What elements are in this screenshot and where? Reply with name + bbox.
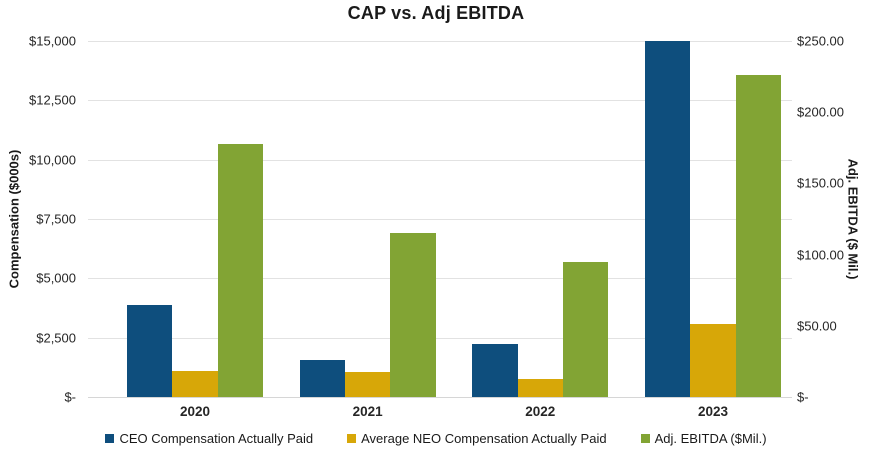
left-axis-tick: $2,500 <box>36 330 76 346</box>
x-axis-label-2020: 2020 <box>179 404 211 419</box>
right-axis-tick-labels: $250.00 $200.00 $150.00 $100.00 $50.00 $- <box>797 34 869 405</box>
gridline <box>88 219 792 220</box>
x-axis-label-2022: 2022 <box>525 404 556 419</box>
gridline <box>88 41 792 42</box>
gridline <box>88 397 792 398</box>
bar-2023-ebitda <box>735 75 781 397</box>
left-axis-tick: $15,000 <box>29 33 76 49</box>
bars-row <box>88 41 792 397</box>
left-axis-tick-labels: $15,000 $12,500 $10,000 $7,500 $5,000 $2,500 $… <box>0 34 76 405</box>
legend-label: CEO Compensation Actually Paid <box>119 430 314 446</box>
legend-item: Average NEO Compensation Actually Paid <box>347 430 607 446</box>
gridline <box>88 100 792 102</box>
legend-item: Adj. EBITDA ($Mil.) <box>640 430 767 446</box>
bar-2021-ceo-cap <box>299 360 345 397</box>
x-axis-label-2021: 2021 <box>352 404 383 419</box>
legend-item: CEO Compensation Actually Paid <box>105 431 313 446</box>
gridline <box>88 278 792 280</box>
right-axis-tick: $150.00 <box>797 175 844 191</box>
legend-swatch-icon <box>105 433 115 443</box>
legend-swatch-icon <box>640 433 650 443</box>
right-axis-tick: $- <box>797 389 809 405</box>
gridline <box>88 337 792 339</box>
legend-label: Average NEO Compensation Actually Paid <box>361 430 607 446</box>
bar-2023-ceo-cap <box>644 41 691 397</box>
legend: CEO Compensation Actually Paid Average NE… <box>0 429 872 447</box>
plot-area <box>88 41 792 398</box>
bar-group-2022 <box>472 41 609 397</box>
chart-title: CAP vs. Adj EBITDA <box>347 3 525 23</box>
bar-group-2020 <box>127 41 263 397</box>
bar-2023-neo-cap <box>690 323 736 397</box>
x-axis-label-2023: 2023 <box>697 404 728 419</box>
bar-2021-ebitda <box>390 233 436 397</box>
bar-2020-ceo-cap <box>127 305 173 397</box>
bar-2022-ceo-cap <box>472 343 518 397</box>
bar-2021-neo-cap <box>344 372 391 397</box>
bar-group-2021 <box>299 41 436 397</box>
left-axis-tick: $10,000 <box>29 152 76 168</box>
right-axis-tick: $250.00 <box>797 33 844 49</box>
right-axis-tick: $100.00 <box>797 247 844 263</box>
bar-2022-neo-cap <box>517 379 563 397</box>
right-axis-tick: $50.00 <box>797 318 837 334</box>
left-axis-tick: $12,500 <box>29 92 76 108</box>
left-axis-tick: $7,500 <box>36 211 76 227</box>
legend-label: Adj. EBITDA ($Mil.) <box>654 430 767 446</box>
legend-swatch-icon <box>347 433 357 443</box>
right-axis-tick: $200.00 <box>797 104 844 120</box>
x-axis-category-labels: 2020 2021 2022 2023 <box>88 404 792 419</box>
bar-2020-neo-cap <box>172 371 218 397</box>
left-axis-tick: $5,000 <box>36 270 76 286</box>
bar-group-2023 <box>644 41 781 397</box>
gridline <box>88 159 792 161</box>
bar-2020-ebitda <box>217 143 263 397</box>
left-axis-tick: $- <box>64 389 76 405</box>
bar-2022-ebitda <box>562 261 609 397</box>
